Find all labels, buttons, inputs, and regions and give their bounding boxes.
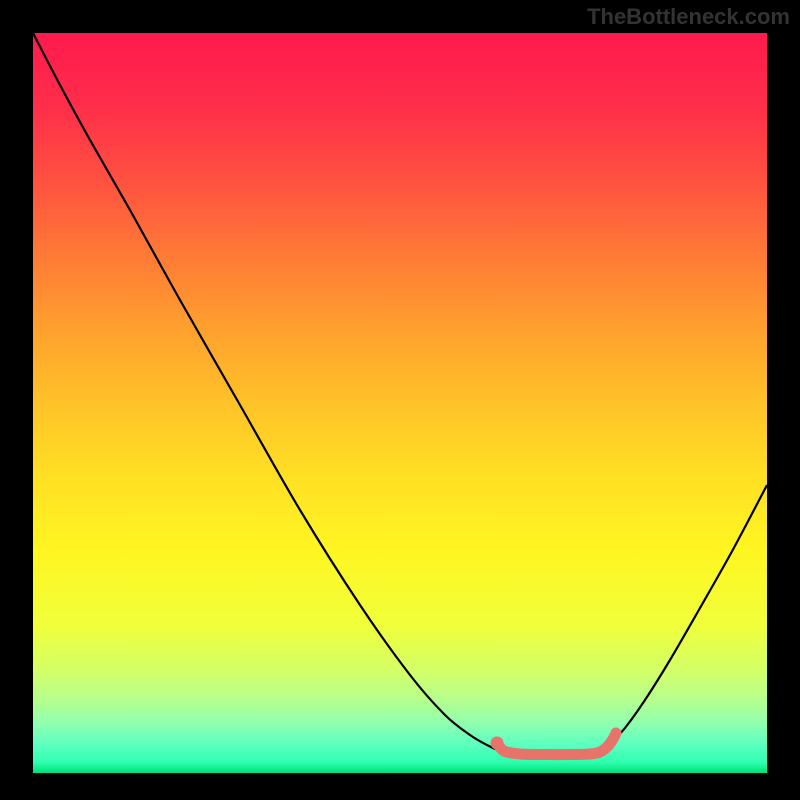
source-url-label: TheBottleneck.com	[587, 4, 790, 30]
bottleneck-chart	[0, 0, 800, 800]
optimal-start-dot	[491, 737, 504, 750]
chart-container: TheBottleneck.com	[0, 0, 800, 800]
